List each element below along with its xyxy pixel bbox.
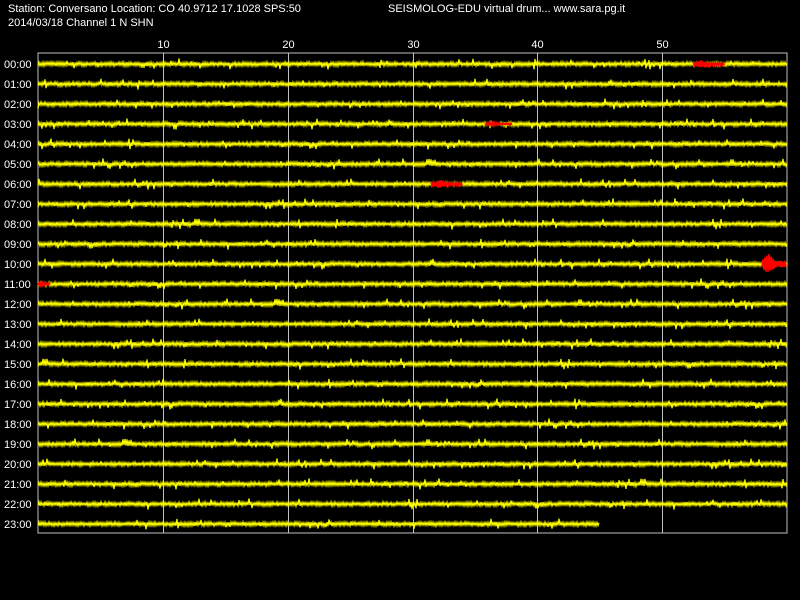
row-label-0400: 04:00 <box>4 139 32 151</box>
row-label-2100: 21:00 <box>4 479 32 491</box>
trace-1500 <box>37 358 788 370</box>
row-label-1500: 15:00 <box>4 359 32 371</box>
row-label-1300: 13:00 <box>4 319 32 331</box>
trace-1600 <box>37 378 788 390</box>
trace-0800 <box>37 218 788 230</box>
trace-1100 <box>37 278 788 290</box>
x-tick-label-10: 10 <box>157 39 169 51</box>
row-label-0200: 02:00 <box>4 99 32 111</box>
trace-0900 <box>37 238 788 250</box>
event-0000-0 <box>692 59 726 69</box>
row-label-1000: 10:00 <box>4 259 32 271</box>
row-label-1800: 18:00 <box>4 419 32 431</box>
trace-0700 <box>37 198 788 210</box>
row-label-1600: 16:00 <box>4 379 32 391</box>
row-label-0800: 08:00 <box>4 219 32 231</box>
event-1100-4 <box>37 279 51 290</box>
trace-1900 <box>37 438 788 450</box>
row-label-2000: 20:00 <box>4 459 32 471</box>
trace-2000 <box>37 458 788 470</box>
event-0600-2 <box>430 178 463 189</box>
trace-0400 <box>37 138 788 150</box>
trace-0100 <box>37 78 788 90</box>
trace-2100 <box>37 478 788 490</box>
date-channel-info: 2014/03/18 Channel 1 N SHN <box>8 17 154 29</box>
drum-title: SEISMOLOG-EDU virtual drum... www.sara.p… <box>388 3 626 15</box>
row-label-0000: 00:00 <box>4 59 32 71</box>
trace-0500 <box>37 158 788 170</box>
row-label-1900: 19:00 <box>4 439 32 451</box>
row-label-2300: 23:00 <box>4 519 32 531</box>
station-info: Station: Conversano Location: CO 40.9712… <box>8 3 301 15</box>
plot-frame <box>37 52 788 534</box>
trace-2300 <box>37 518 600 530</box>
x-tick-label-50: 50 <box>656 39 668 51</box>
row-label-0700: 07:00 <box>4 199 32 211</box>
trace-1700 <box>37 398 788 410</box>
row-label-1700: 17:00 <box>4 399 32 411</box>
row-label-0600: 06:00 <box>4 179 32 191</box>
x-tick-label-30: 30 <box>407 39 419 51</box>
trace-2200 <box>37 498 788 510</box>
trace-1800 <box>37 418 788 430</box>
trace-0300 <box>37 118 788 130</box>
row-label-1400: 14:00 <box>4 339 32 351</box>
trace-1400 <box>37 338 788 350</box>
row-label-1200: 12:00 <box>4 299 32 311</box>
event-0300-1 <box>484 120 513 128</box>
row-label-0500: 05:00 <box>4 159 32 171</box>
row-label-1100: 11:00 <box>4 279 31 291</box>
trace-1300 <box>37 318 788 330</box>
x-tick-label-20: 20 <box>282 39 294 51</box>
row-label-0100: 01:00 <box>4 79 32 91</box>
trace-0000 <box>37 58 788 70</box>
trace-1200 <box>37 298 788 310</box>
event-1000-3 <box>761 253 787 272</box>
trace-0600 <box>37 178 788 190</box>
x-tick-label-40: 40 <box>531 39 543 51</box>
row-label-0300: 03:00 <box>4 119 32 131</box>
row-label-2200: 22:00 <box>4 499 32 511</box>
trace-1000 <box>37 258 788 270</box>
row-label-0900: 09:00 <box>4 239 32 251</box>
trace-0200 <box>37 98 788 110</box>
